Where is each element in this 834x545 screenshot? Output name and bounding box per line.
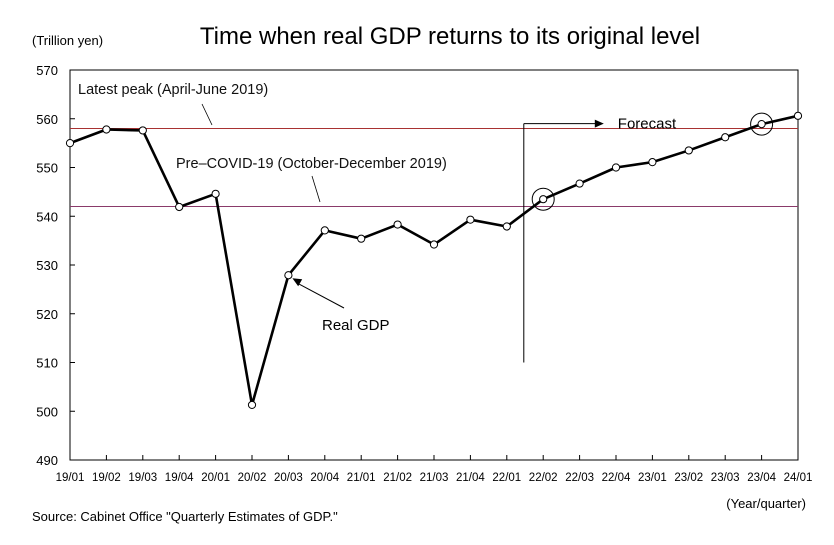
- data-point: [721, 133, 730, 142]
- real-gdp-annotation: Real GDP: [292, 278, 390, 334]
- x-tick-label: 20/02: [238, 472, 267, 484]
- data-point: [684, 146, 693, 155]
- y-tick-label: 510: [36, 356, 58, 371]
- x-tick-label: 23/01: [638, 472, 667, 484]
- data-point: [648, 158, 657, 167]
- reference-line-label: Latest peak (April-June 2019): [78, 82, 268, 98]
- data-point: [357, 234, 366, 243]
- reference-lines: Latest peak (April-June 2019) Pre–COVID-1…: [70, 82, 798, 207]
- reference-label-leader: [201, 103, 213, 126]
- y-tick-label: 530: [36, 258, 58, 273]
- source-note: Source: Cabinet Office "Quarterly Estima…: [32, 509, 338, 524]
- data-point: [211, 189, 220, 198]
- data-point: [284, 271, 293, 280]
- data-point: [502, 222, 511, 231]
- y-tick-label: 570: [36, 63, 58, 78]
- x-tick-label: 24/01: [784, 472, 813, 484]
- x-tick-label: 22/03: [565, 472, 594, 484]
- y-axis-unit-label: (Trillion yen): [32, 33, 103, 48]
- reference-line-label: Pre–COVID-19 (October-December 2019): [176, 156, 447, 172]
- x-tick-label: 23/03: [711, 472, 740, 484]
- x-tick-label: 20/03: [274, 472, 303, 484]
- x-tick-label: 21/03: [420, 472, 449, 484]
- data-point: [247, 400, 257, 410]
- highlight-ring: [531, 187, 555, 211]
- y-tick-label: 560: [36, 112, 58, 127]
- data-point: [138, 126, 147, 135]
- data-point: [757, 120, 766, 129]
- data-point: [466, 215, 475, 224]
- x-tick-label: 23/02: [674, 472, 703, 484]
- series-label: Real GDP: [322, 317, 390, 334]
- y-axis-ticks: 570 560 550 540 530 520 510 500 490: [36, 63, 75, 468]
- data-point: [539, 195, 548, 204]
- x-tick-label: 22/01: [492, 472, 521, 484]
- y-tick-label: 540: [36, 209, 58, 224]
- series-label-arrow-line: [297, 282, 345, 309]
- y-tick-label: 520: [36, 307, 58, 322]
- x-axis-unit-label: (Year/quarter): [726, 496, 806, 511]
- y-tick-label: 550: [36, 161, 58, 176]
- x-tick-label: 20/04: [310, 472, 339, 484]
- x-tick-label: 22/02: [529, 472, 558, 484]
- series-label-arrowhead: [292, 278, 303, 287]
- x-tick-label: 22/04: [602, 472, 631, 484]
- reference-label-leader: [311, 175, 321, 203]
- data-point: [65, 139, 75, 148]
- data-point: [102, 125, 111, 134]
- data-point: [611, 163, 621, 172]
- x-tick-label: 19/04: [165, 472, 194, 484]
- data-point: [793, 111, 803, 120]
- y-tick-label: 500: [36, 404, 58, 419]
- forecast-arrowhead: [594, 119, 604, 128]
- data-point: [575, 179, 584, 188]
- x-tick-label: 20/01: [201, 472, 230, 484]
- real-gdp-series: [65, 111, 803, 410]
- x-tick-label: 23/04: [747, 472, 776, 484]
- chart-title: Time when real GDP returns to its origin…: [200, 23, 700, 50]
- x-axis-ticks: 19/01 19/02 19/03 19/04 20/01 20/02 20/03 20/04…: [56, 455, 813, 484]
- data-point: [175, 202, 184, 212]
- x-tick-label: 21/04: [456, 472, 485, 484]
- x-tick-label: 19/03: [128, 472, 157, 484]
- x-tick-label: 19/01: [56, 472, 85, 484]
- data-point: [393, 220, 402, 229]
- highlight-ring: [750, 112, 774, 136]
- forecast-label: Forecast: [618, 116, 677, 133]
- data-point: [429, 240, 439, 249]
- x-tick-label: 21/02: [383, 472, 412, 484]
- data-point: [320, 226, 329, 235]
- x-tick-label: 21/01: [347, 472, 376, 484]
- forecast-annotation: Forecast: [523, 116, 677, 363]
- x-tick-label: 19/02: [92, 472, 121, 484]
- y-tick-label: 490: [36, 453, 58, 468]
